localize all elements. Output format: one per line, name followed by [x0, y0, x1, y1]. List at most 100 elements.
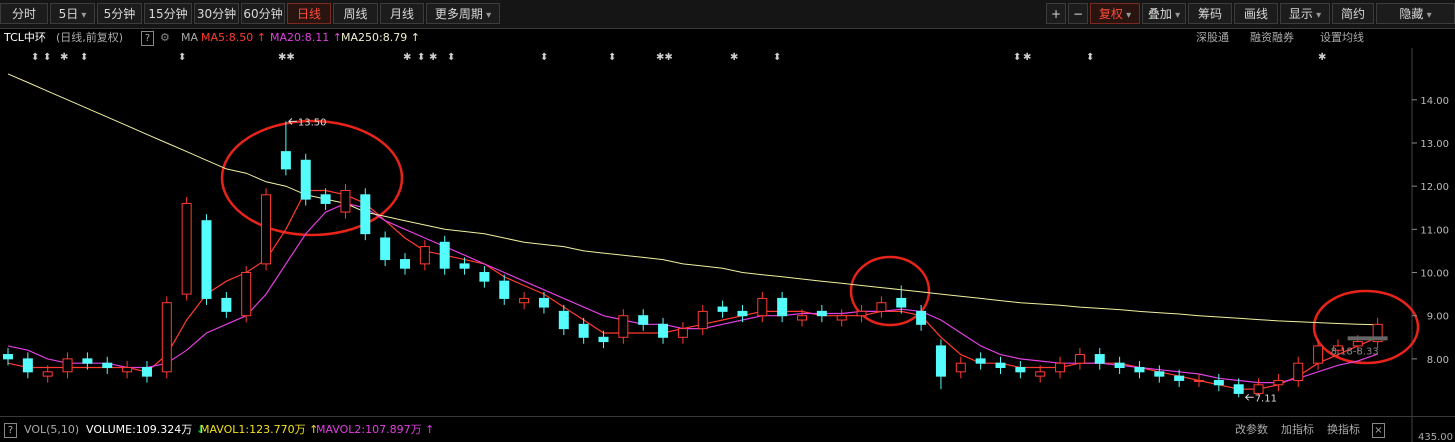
- candle-body: [201, 220, 212, 299]
- volume-label: MAVOL2:107.897万: [316, 417, 434, 442]
- volume-label: VOLUME:109.324万: [86, 417, 205, 442]
- volume-bar: ? VOL(5,10) VOLUME:109.324万 MAVOL1:123.7…: [0, 416, 1455, 442]
- candle-body: [1213, 379, 1224, 386]
- period-button[interactable]: 更多周期: [426, 3, 500, 24]
- candle-body: [816, 310, 827, 317]
- svg-text:✱: ✱: [1318, 52, 1326, 63]
- toolbar: 分时 5日 5分钟 15分钟 30分钟 60分钟 日线 周线 月线 更多周期 +…: [0, 0, 1455, 29]
- candle-body: [82, 358, 93, 364]
- candle-body: [1253, 384, 1264, 394]
- y-tick-label: 10.00: [1420, 269, 1449, 280]
- range-annotation: 8.18-8.33: [1331, 346, 1379, 357]
- ma-line: [7, 73, 1378, 326]
- stock-name: TCL中环: [4, 31, 46, 44]
- period-button[interactable]: 分时: [0, 3, 48, 24]
- tool-button[interactable]: 简约: [1332, 3, 1374, 24]
- candle-body: [677, 328, 688, 338]
- period-button[interactable]: 15分钟: [144, 3, 192, 24]
- svg-text:✱: ✱: [429, 52, 437, 63]
- ma-legend: MA20:8.11: [270, 29, 342, 47]
- link[interactable]: 换指标: [1327, 423, 1360, 436]
- link[interactable]: 改参数: [1235, 423, 1268, 436]
- tool-button[interactable]: 筹码: [1188, 3, 1232, 24]
- y-tick-label: 8.00: [1427, 355, 1449, 366]
- period-button[interactable]: 月线: [380, 3, 424, 24]
- candle-body: [836, 315, 847, 321]
- y-tick-label: 11.00: [1420, 225, 1449, 236]
- candle-body: [1094, 354, 1105, 364]
- period-label: (日线,前复权): [56, 31, 124, 44]
- candle-body: [300, 159, 311, 200]
- y-tick-label: 13.00: [1420, 139, 1449, 150]
- tool-button[interactable]: 隐藏: [1376, 3, 1455, 24]
- tool-button[interactable]: +: [1046, 3, 1066, 24]
- close-button[interactable]: ×: [1372, 423, 1385, 438]
- candle-body: [360, 194, 371, 235]
- period-button[interactable]: 5分钟: [97, 3, 142, 24]
- candle-body: [141, 367, 152, 377]
- svg-text:✱: ✱: [1023, 52, 1031, 63]
- tool-button[interactable]: −: [1068, 3, 1088, 24]
- candle-body: [280, 151, 291, 170]
- svg-text:⬍: ⬍: [178, 52, 186, 63]
- period-button[interactable]: 5日: [50, 3, 95, 24]
- candle-body: [22, 358, 33, 373]
- svg-text:✱: ✱: [60, 52, 68, 63]
- candle-body: [777, 297, 788, 317]
- candle-body: [638, 315, 649, 325]
- tool-button[interactable]: 显示: [1280, 3, 1330, 24]
- candle-body: [1273, 379, 1284, 386]
- candle-body: [3, 354, 13, 360]
- tool-button[interactable]: 画线: [1234, 3, 1278, 24]
- candle-body: [916, 310, 927, 325]
- period-button[interactable]: 日线: [287, 3, 331, 24]
- svg-text:✱✱: ✱✱: [656, 52, 673, 63]
- candle-body: [538, 297, 549, 308]
- candle-body: [697, 310, 708, 330]
- candle-body: [42, 371, 53, 377]
- gear-icon[interactable]: ⚙: [160, 31, 170, 44]
- candle-body: [1134, 367, 1145, 373]
- candle-body: [558, 310, 569, 330]
- candle-body: [62, 358, 73, 373]
- tool-button[interactable]: 复权: [1090, 3, 1140, 24]
- candle-body: [439, 241, 450, 269]
- tool-button[interactable]: 叠加: [1142, 3, 1186, 24]
- low-annotation: 7.11: [1255, 393, 1277, 404]
- candle-body: [1332, 345, 1343, 351]
- candle-body: [181, 202, 192, 295]
- highlight-circles: [220, 119, 1420, 365]
- candle-body: [757, 297, 768, 317]
- candle-body: [658, 323, 669, 338]
- candle-body: [499, 280, 510, 299]
- candle-body: [122, 367, 133, 373]
- help-button[interactable]: ?: [141, 31, 154, 46]
- candle-body: [519, 297, 530, 304]
- svg-text:⬍: ⬍: [1013, 52, 1021, 63]
- svg-text:⬍: ⬍: [31, 52, 39, 63]
- axis-label: 435.00: [1418, 432, 1453, 442]
- svg-text:⬍: ⬍: [80, 52, 88, 63]
- annotation-arrow: [288, 118, 297, 125]
- link[interactable]: 设置均线: [1320, 31, 1364, 44]
- link[interactable]: 融资融券: [1250, 31, 1294, 44]
- period-button[interactable]: 周线: [333, 3, 378, 24]
- indicator-name: VOL(5,10): [24, 423, 80, 436]
- candle-body: [955, 362, 966, 373]
- candle-body: [459, 263, 470, 269]
- candle-body: [1233, 384, 1244, 394]
- candle-body: [400, 259, 410, 269]
- candle-body: [1035, 371, 1046, 377]
- y-tick-label: 9.00: [1427, 312, 1449, 323]
- link[interactable]: 深股通: [1196, 31, 1229, 44]
- svg-text:⬍: ⬍: [608, 52, 616, 63]
- ma-label: MA: [181, 31, 199, 44]
- period-button[interactable]: 30分钟: [194, 3, 239, 24]
- help-button[interactable]: ?: [4, 423, 17, 438]
- period-button[interactable]: 60分钟: [241, 3, 285, 24]
- ma-line: [7, 189, 1378, 390]
- link[interactable]: 加指标: [1281, 423, 1314, 436]
- event-markers: ⬍ ⬍ ✱ ⬍ ⬍ ✱✱ ✱ ⬍ ✱ ⬍ ⬍ ⬍ ✱✱ ✱ ⬍ ⬍ ✱ ⬍ ✱: [31, 52, 1326, 63]
